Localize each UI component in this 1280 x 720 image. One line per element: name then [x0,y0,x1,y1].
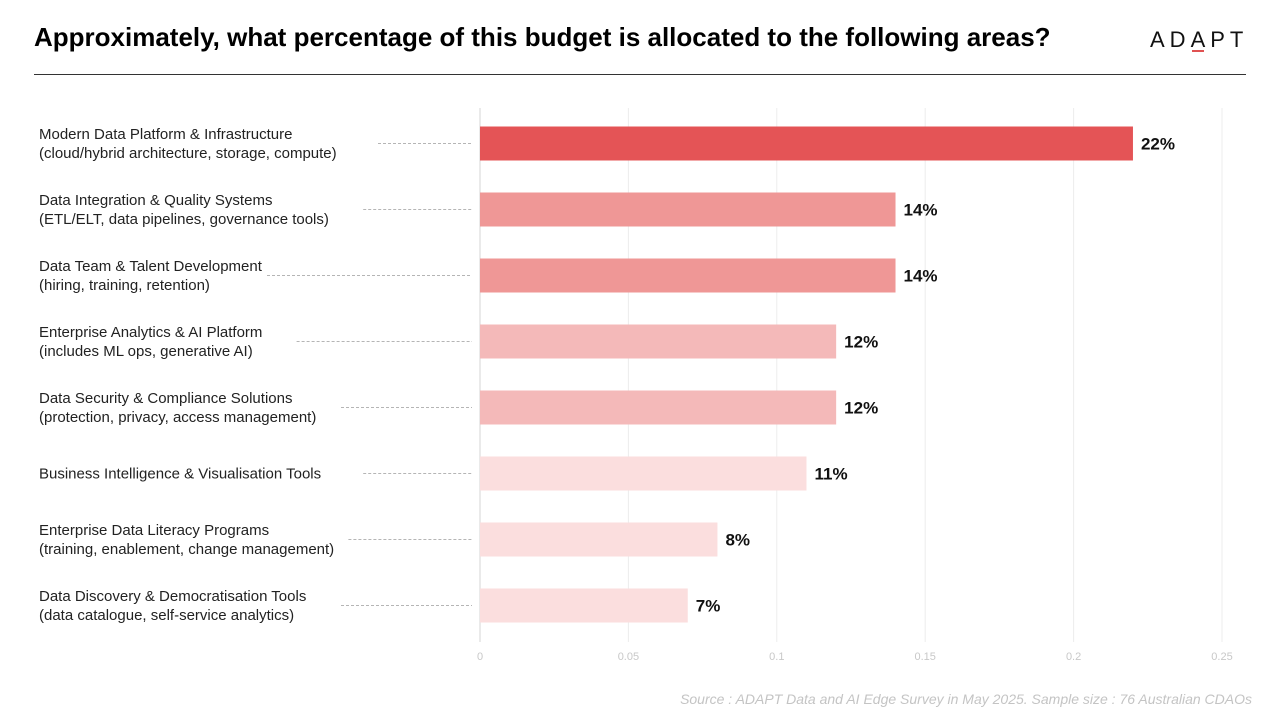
header-divider [34,74,1246,75]
bar-value-label: 11% [814,465,847,484]
category-label: (ETL/ELT, data pipelines, governance too… [39,211,329,228]
category-label: (data catalogue, self-service analytics) [39,607,294,624]
source-note: Source : ADAPT Data and AI Edge Survey i… [680,691,1252,707]
x-tick-label: 0.1 [769,651,784,663]
bar-value-label: 12% [844,399,878,418]
bar [480,192,896,227]
category-label: (includes ML ops, generative AI) [39,343,253,360]
logo-text-part-1: AD [1150,27,1191,52]
category-label: Data Security & Compliance Solutions [39,390,292,407]
bar [480,126,1133,161]
bar-value-label: 14% [904,201,938,220]
bar-value-label: 12% [844,333,878,352]
x-tick-label: 0.2 [1066,651,1081,663]
category-label: (hiring, training, retention) [39,277,210,294]
bar [480,258,896,293]
x-tick-label: 0 [477,651,483,663]
category-label: Enterprise Analytics & AI Platform [39,324,262,341]
category-label: Enterprise Data Literacy Programs [39,522,269,539]
bar [480,324,837,359]
chart-title: Approximately, what percentage of this b… [34,22,1051,52]
category-label: (cloud/hybrid architecture, storage, com… [39,145,337,162]
x-tick-label: 0.05 [618,651,639,663]
x-tick-label: 0.25 [1211,651,1232,663]
bar [480,456,807,491]
logo-accent-underline [1191,50,1205,52]
bar-value-label: 14% [904,267,938,286]
bar-value-label: 22% [1141,135,1175,154]
category-label: Data Integration & Quality Systems [39,192,272,209]
category-label: Business Intelligence & Visualisation To… [39,466,321,483]
logo-accent-letter: A [1190,27,1211,52]
category-label: Data Discovery & Democratisation Tools [39,588,306,605]
category-label: Modern Data Platform & Infrastructure [39,126,292,143]
logo-text-part-2: PT [1210,27,1249,52]
bar [480,390,837,425]
adapt-logo: ADA PT [1150,27,1248,53]
category-label: (protection, privacy, access management) [39,409,316,426]
bar [480,522,718,557]
bar [480,588,688,623]
category-label: (training, enablement, change management… [39,541,334,558]
category-label: Data Team & Talent Development [39,258,263,275]
x-tick-label: 0.15 [914,651,935,663]
bar-value-label: 7% [696,597,721,616]
bar-value-label: 8% [725,531,750,550]
